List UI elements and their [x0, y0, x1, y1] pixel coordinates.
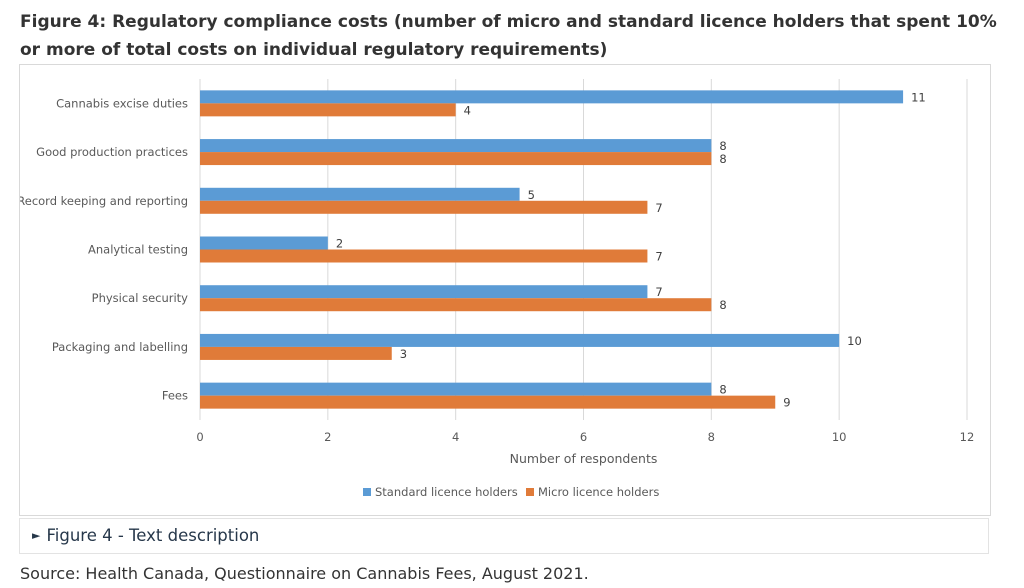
bar-micro [200, 249, 648, 263]
data-label: 7 [655, 285, 662, 299]
category-label: Analytical testing [88, 243, 188, 257]
bar-standard [200, 90, 904, 104]
data-label: 3 [400, 347, 407, 361]
category-label: Good production practices [36, 145, 188, 159]
data-label: 8 [719, 298, 726, 312]
data-label: 11 [911, 90, 926, 104]
bar-standard [200, 382, 712, 396]
legend-swatch [526, 488, 534, 496]
x-tick-label: 2 [324, 430, 331, 444]
data-label: 5 [528, 188, 535, 202]
text-description-label[interactable]: Figure 4 - Text description [46, 526, 260, 545]
bar-standard [200, 333, 840, 347]
category-label: Physical security [92, 291, 189, 305]
x-tick-label: 6 [580, 430, 587, 444]
bar-micro [200, 346, 392, 360]
data-label: 10 [847, 334, 862, 348]
data-label: 8 [719, 383, 726, 397]
category-labels: Cannabis excise duties Good production pr… [20, 96, 188, 402]
data-label: 9 [783, 396, 790, 410]
data-label: 2 [336, 237, 343, 251]
text-description-disclosure[interactable]: ► Figure 4 - Text description [19, 518, 989, 554]
bar-micro [200, 152, 712, 166]
data-label: 7 [655, 250, 662, 264]
category-label: Record keeping and reporting [20, 194, 188, 208]
x-tick-label: 12 [960, 430, 975, 444]
bars [200, 90, 904, 409]
bar-standard [200, 285, 648, 299]
x-tick-label: 10 [832, 430, 847, 444]
x-axis-title: Number of respondents [510, 451, 658, 466]
legend: Standard licence holders Micro licence ho… [363, 485, 659, 499]
data-label: 8 [719, 152, 726, 166]
category-label: Cannabis excise duties [56, 96, 188, 110]
category-label: Fees [162, 389, 188, 403]
data-label: 7 [655, 201, 662, 215]
data-label: 4 [464, 103, 471, 117]
x-tick-label: 0 [196, 430, 203, 444]
legend-label: Micro licence holders [538, 485, 659, 499]
text-description-toggle[interactable]: ► Figure 4 - Text description [32, 526, 259, 545]
bar-standard [200, 139, 712, 153]
legend-label: Standard licence holders [375, 485, 518, 499]
x-tick-label: 8 [708, 430, 715, 444]
bar-standard [200, 236, 328, 250]
chart-area: 11 4 8 8 5 7 2 7 7 8 10 3 8 9 Cannabis excise duties G… [19, 64, 991, 516]
bar-micro [200, 298, 712, 312]
bar-micro [200, 103, 456, 117]
data-label: 8 [719, 139, 726, 153]
bar-micro [200, 200, 648, 214]
x-axis-ticks: 0 2 4 6 8 10 12 [196, 430, 974, 444]
figure-title: Figure 4: Regulatory compliance costs (n… [20, 12, 997, 60]
x-tick-label: 4 [452, 430, 459, 444]
bar-standard [200, 187, 520, 201]
source-note: Source: Health Canada, Questionnaire on … [20, 564, 589, 583]
expand-triangle-icon: ► [32, 529, 41, 542]
bar-micro [200, 395, 776, 409]
category-label: Packaging and labelling [52, 340, 188, 354]
legend-swatch [363, 488, 371, 496]
